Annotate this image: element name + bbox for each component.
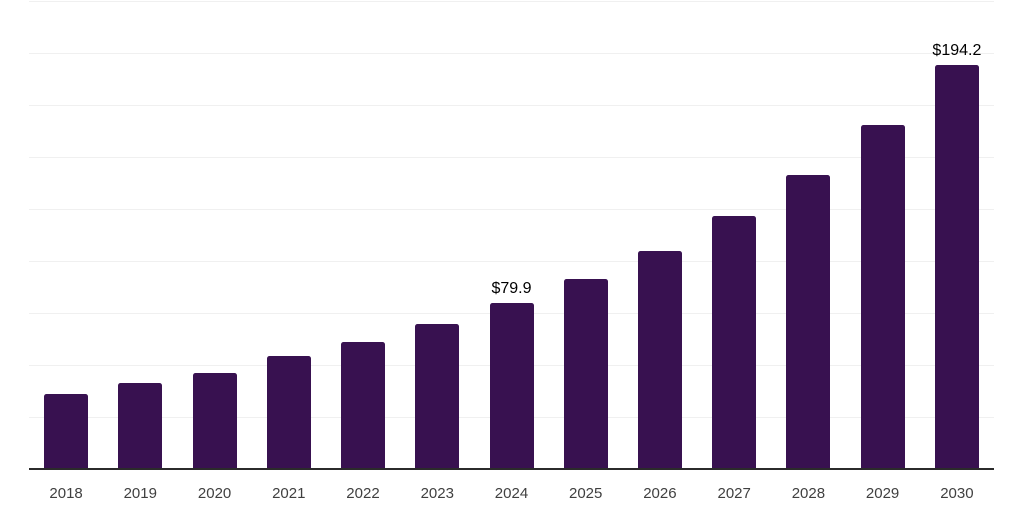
gridline-125	[29, 209, 994, 210]
bar-2025[interactable]	[563, 278, 608, 469]
x-tick-2028: 2028	[791, 485, 826, 502]
bar-2019[interactable]	[118, 383, 163, 469]
gridline-225	[29, 1, 994, 2]
x-tick-2030: 2030	[940, 485, 974, 502]
bar-2020[interactable]	[192, 373, 237, 469]
x-tick-2029: 2029	[865, 485, 900, 502]
x-tick-2027: 2027	[717, 485, 751, 502]
x-tick-2021: 2021	[272, 485, 306, 502]
gridline-175	[29, 105, 994, 106]
x-tick-2019: 2019	[123, 485, 157, 502]
bar-2021[interactable]	[266, 356, 311, 469]
bar-2026[interactable]	[638, 250, 682, 469]
gridline-150	[29, 157, 994, 158]
x-tick-2023: 2023	[420, 485, 454, 502]
bar-2028[interactable]	[786, 174, 831, 469]
bar-2024[interactable]	[489, 302, 534, 469]
bar-2027[interactable]	[712, 215, 757, 469]
bar-2029[interactable]	[860, 124, 905, 469]
bar-2023[interactable]	[415, 323, 460, 469]
bar-2030[interactable]	[934, 65, 979, 469]
data-label-2024: $79.9	[491, 279, 532, 297]
gridline-200	[29, 53, 994, 54]
x-tick-2024: 2024	[494, 485, 529, 502]
bar-2018[interactable]	[44, 393, 89, 469]
gridline-100	[29, 261, 994, 262]
x-tick-2020: 2020	[197, 485, 232, 502]
data-label-2030: $194.2	[932, 42, 982, 60]
bar-2022[interactable]	[341, 341, 385, 469]
x-tick-2026: 2026	[643, 485, 677, 502]
x-tick-2025: 2025	[569, 485, 603, 502]
x-axis-line	[29, 468, 994, 470]
x-tick-2018: 2018	[49, 485, 83, 502]
x-tick-2022: 2022	[346, 485, 380, 502]
